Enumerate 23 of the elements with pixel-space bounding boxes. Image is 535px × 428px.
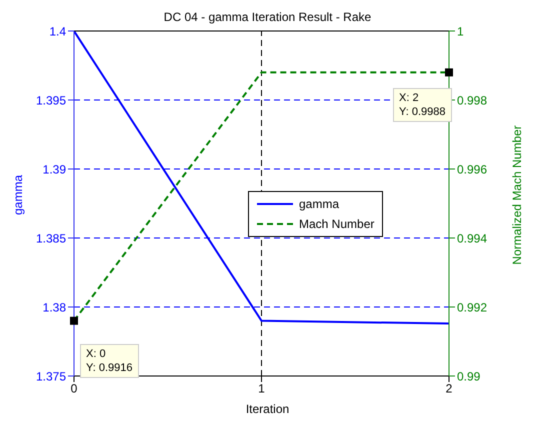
y-tick-label: 1.39	[42, 162, 66, 176]
y2-tick-label: 1	[457, 24, 464, 38]
y-tick-label: 1.375	[36, 369, 66, 384]
x-tick-label: 0	[70, 382, 78, 396]
chart-title: DC 04 - gamma Iteration Result - Rake	[162, 10, 372, 24]
y2-tick-label: 0.996	[457, 162, 488, 176]
y-tick-label: 1.385	[36, 231, 66, 246]
x-tick-label: 2	[446, 382, 453, 396]
x-tick-label: 1	[258, 382, 266, 396]
legend-label: gamma	[299, 196, 340, 213]
y2-tick-label: 0.998	[457, 93, 488, 108]
datatip-box: X: 0 Y: 0.9916	[80, 344, 138, 378]
y2-tick-label: 0.994	[457, 231, 488, 246]
y-tick-label: 1.395	[36, 93, 66, 108]
y2-axis-title: Normalized Mach Number	[510, 124, 524, 267]
y-tick-label: 1.38	[42, 300, 66, 314]
y-tick-label: 1.4	[49, 24, 66, 38]
y-axis-title: gamma	[11, 174, 25, 218]
y2-tick-label: 0.99	[457, 369, 481, 384]
y2-tick-label: 0.992	[457, 300, 488, 314]
x-axis-title: Iteration	[244, 402, 290, 416]
datatip-box: X: 2 Y: 0.9988	[393, 88, 452, 122]
legend-label: Mach Number	[299, 216, 374, 233]
